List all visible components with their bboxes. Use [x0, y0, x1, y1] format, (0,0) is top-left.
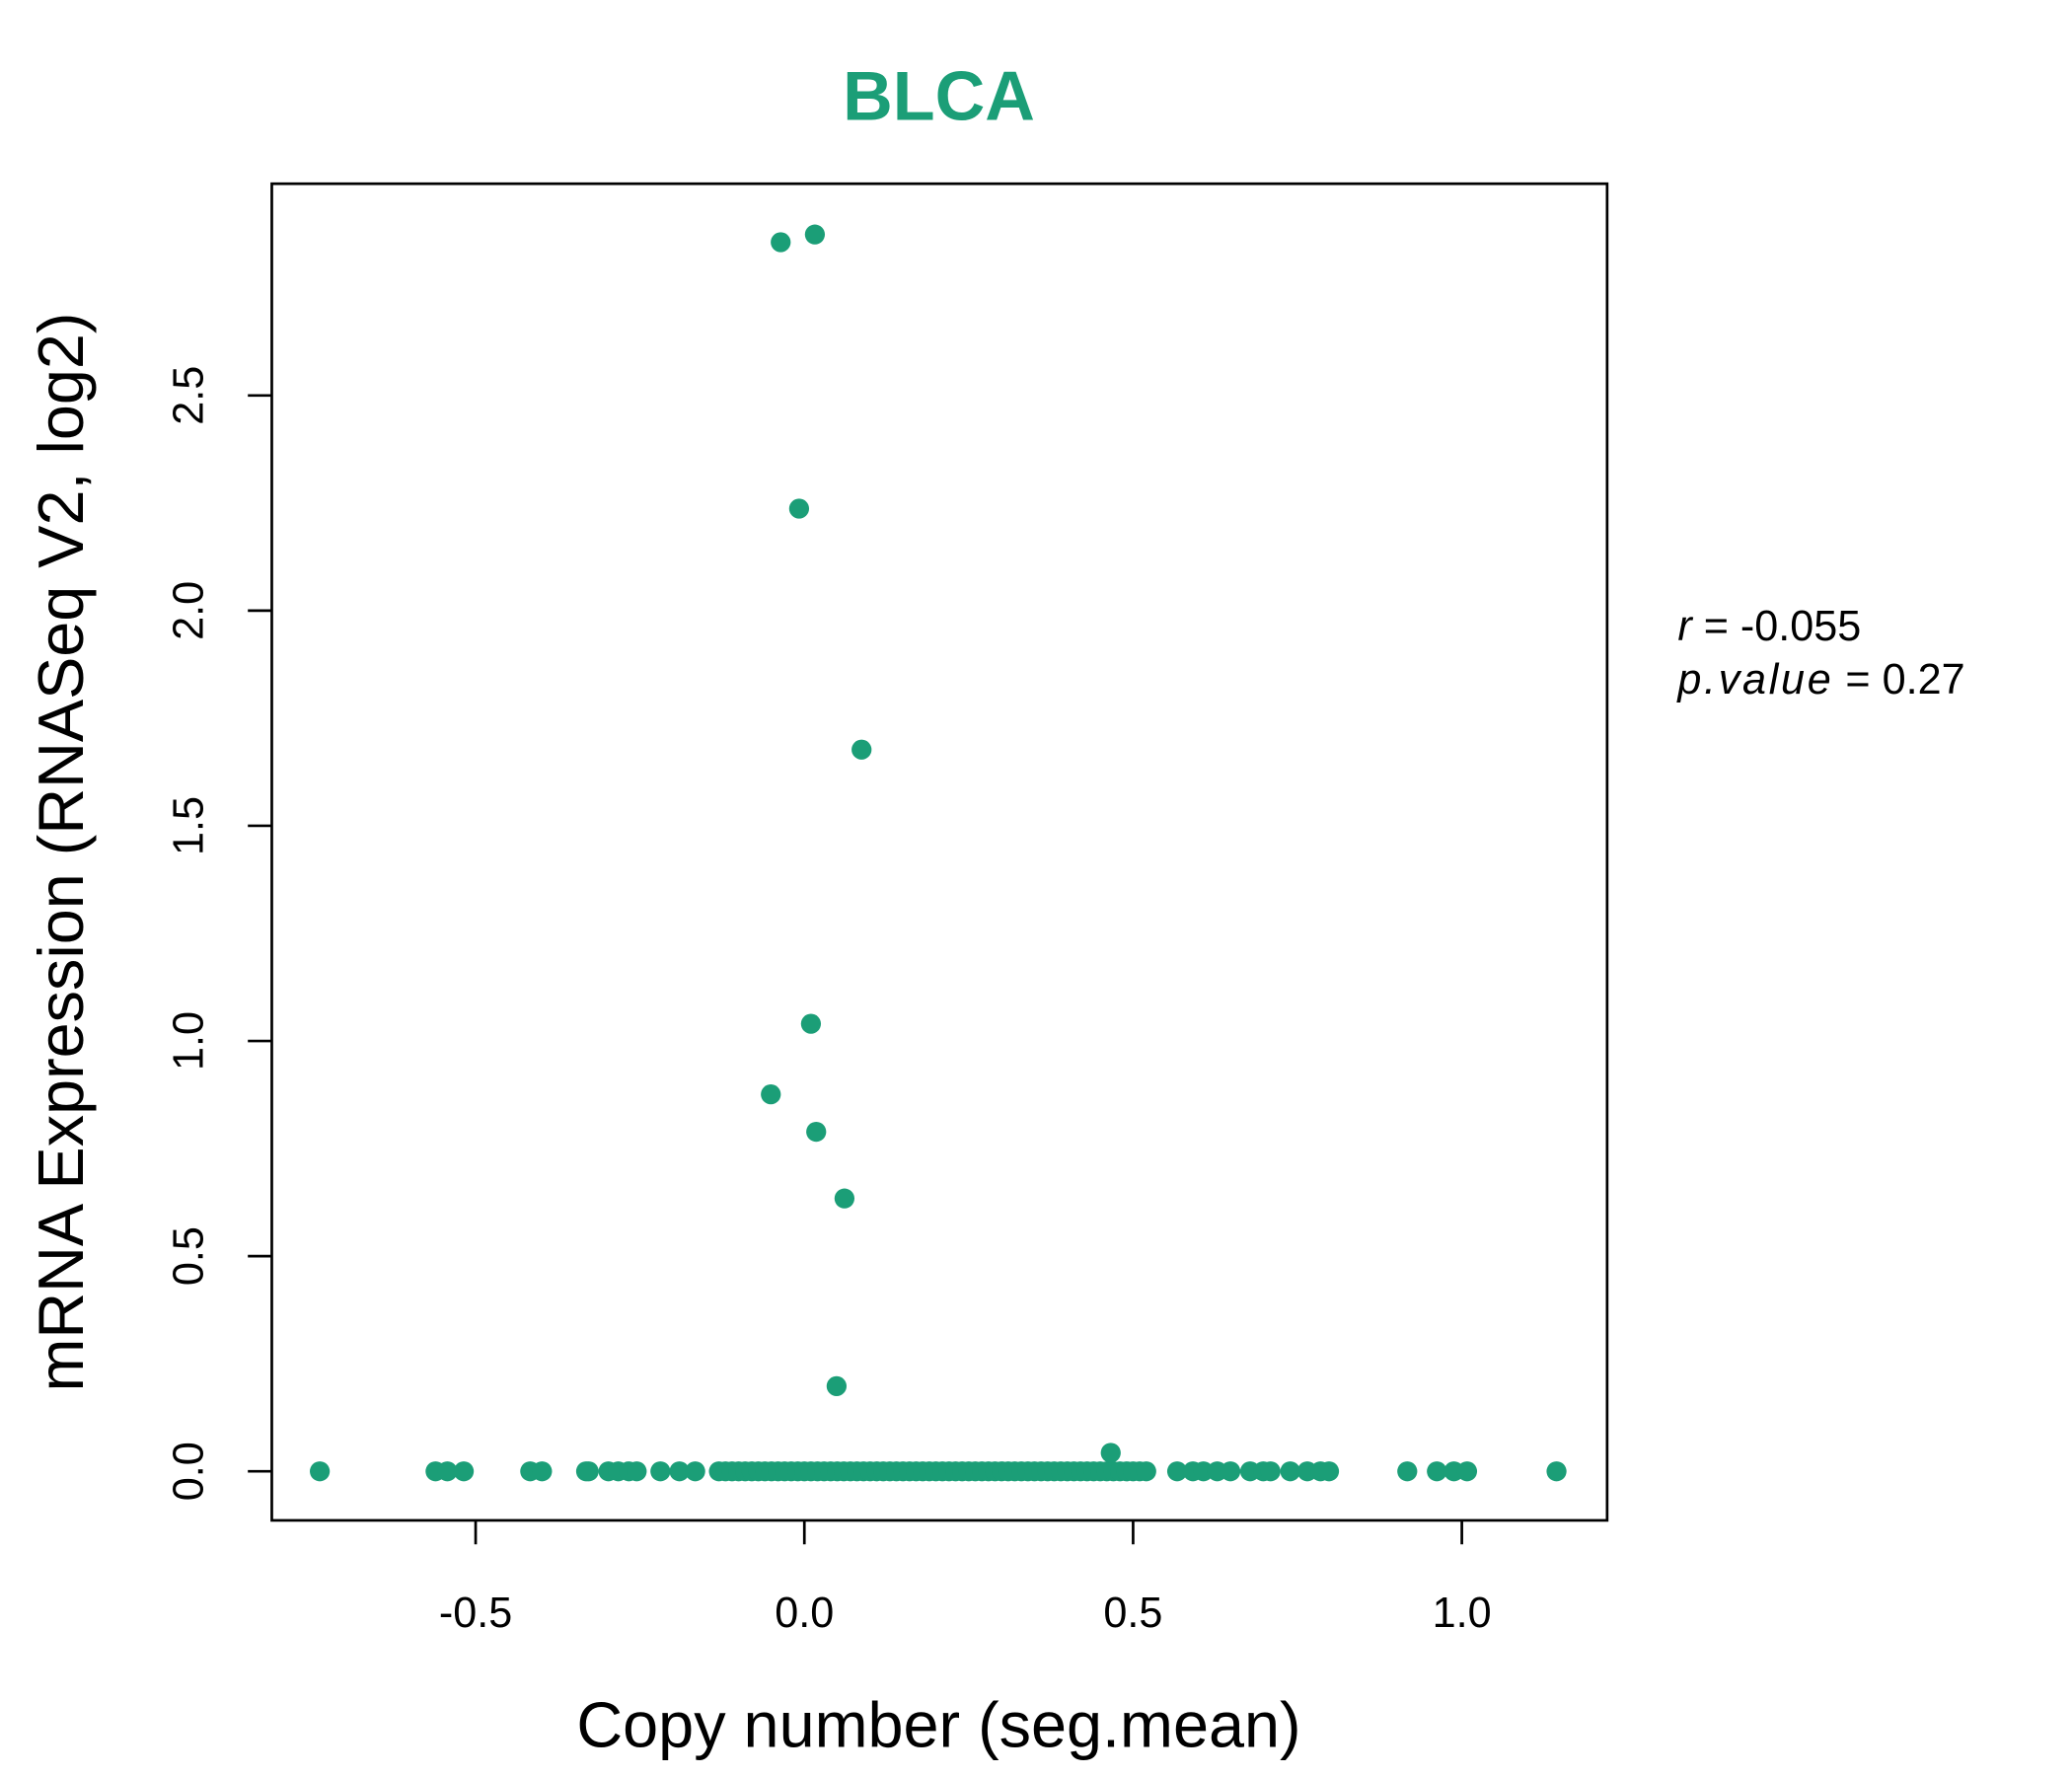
data-point: [1546, 1461, 1567, 1482]
data-point: [578, 1461, 599, 1482]
r-value: = -0.055: [1704, 603, 1862, 650]
data-point: [1260, 1461, 1281, 1482]
data-point: [804, 224, 826, 245]
x-tick-label: 0.5: [1103, 1590, 1162, 1637]
data-point: [788, 498, 810, 519]
plot-frame: [270, 182, 1609, 1522]
x-tick-label: 0.0: [775, 1590, 834, 1637]
data-point: [1193, 1461, 1214, 1482]
data-point: [1427, 1461, 1447, 1482]
data-point: [685, 1461, 705, 1482]
data-point: [851, 739, 872, 760]
data-point: [800, 1013, 822, 1034]
data-point: [1100, 1443, 1121, 1463]
y-tick-label: 0.5: [165, 1226, 212, 1286]
x-tick-label: 1.0: [1433, 1590, 1492, 1637]
p-annotation: p.value = 0.27: [1675, 656, 1964, 703]
y-tick-label: 0.0: [165, 1442, 212, 1501]
data-point: [1456, 1461, 1478, 1482]
points-layer: [310, 224, 1567, 1482]
data-point: [627, 1461, 647, 1482]
data-point: [669, 1461, 690, 1482]
data-point: [1280, 1461, 1300, 1482]
data-point: [1397, 1461, 1418, 1482]
x-axis: -0.5 0.0 0.5 1.0: [439, 1519, 1492, 1637]
data-point: [1136, 1461, 1156, 1482]
data-point: [437, 1461, 458, 1482]
y-axis: 0.0 0.5 1.0 1.5 2.0 2.5: [165, 366, 272, 1501]
data-point: [826, 1375, 848, 1396]
y-tick-label: 2.0: [165, 581, 212, 640]
data-point: [1220, 1461, 1241, 1482]
data-point: [761, 1084, 781, 1105]
y-tick-label: 1.0: [165, 1011, 212, 1071]
p-value: = 0.27: [1845, 656, 1964, 703]
data-point: [310, 1461, 331, 1482]
r-annotation: r = -0.055: [1677, 603, 1861, 650]
data-point: [532, 1461, 553, 1482]
data-point: [453, 1461, 475, 1482]
data-point: [771, 232, 791, 253]
x-axis-label: Copy number (seg.mean): [576, 1688, 1300, 1760]
y-tick-label: 2.5: [165, 366, 212, 425]
y-tick-label: 1.5: [165, 796, 212, 855]
data-point: [1166, 1461, 1188, 1482]
p-label: p.value: [1675, 656, 1833, 703]
data-point: [650, 1461, 671, 1482]
x-tick-label: -0.5: [439, 1590, 512, 1637]
chart-title: BLCA: [843, 56, 1035, 134]
r-label: r: [1677, 603, 1693, 650]
data-point: [806, 1121, 827, 1143]
data-point: [834, 1188, 855, 1209]
y-axis-label: mRNA Expression (RNASeq V2, log2): [25, 313, 97, 1392]
data-point: [1318, 1461, 1340, 1482]
